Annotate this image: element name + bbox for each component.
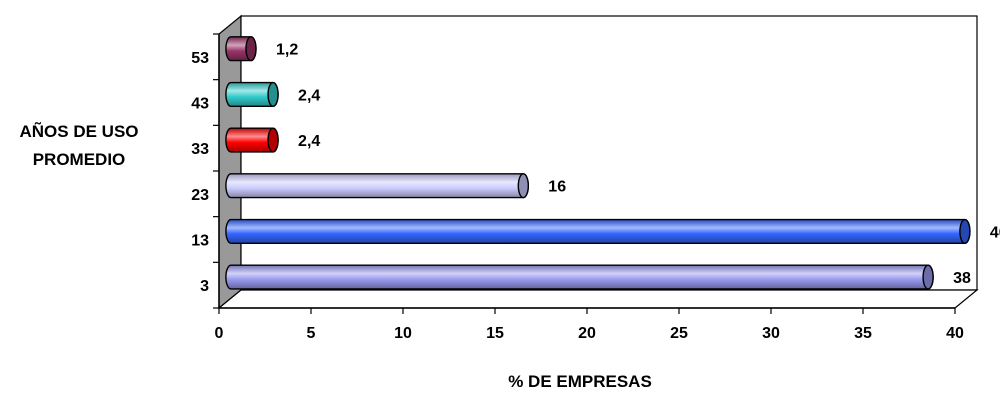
x-tick-labels: 0 5 10 15 20 25 30 35 40 <box>215 308 964 342</box>
x-tick-label: 5 <box>307 325 316 342</box>
x-tick-label: 15 <box>486 325 504 342</box>
data-label: 16 <box>548 179 566 196</box>
data-label: 40 <box>990 224 1000 241</box>
data-labels: 38 40 16 2,4 2,4 1,2 <box>276 42 1000 287</box>
y-axis-title-line-1: AÑOS DE USO <box>19 122 139 141</box>
bar-end-cap <box>245 36 257 62</box>
floor <box>217 289 979 309</box>
bars <box>225 36 971 290</box>
bar-end-cap <box>517 173 529 199</box>
bar-body <box>225 173 529 199</box>
bar <box>225 264 934 290</box>
data-label: 2,4 <box>298 133 320 150</box>
bar <box>225 173 529 199</box>
x-tick-label: 25 <box>670 325 688 342</box>
bar <box>225 81 279 107</box>
y-tick-label: 3 <box>200 278 209 295</box>
y-tick-label: 53 <box>191 50 209 67</box>
x-tick-label: 0 <box>215 325 224 342</box>
bar <box>225 127 279 153</box>
bar-end-cap <box>267 127 279 153</box>
x-tick-label: 30 <box>762 325 780 342</box>
data-label: 38 <box>953 270 971 287</box>
bar-end-cap <box>922 264 934 290</box>
bar-end-cap <box>959 218 971 244</box>
plot-frame <box>217 14 979 310</box>
x-tick-label: 20 <box>578 325 596 342</box>
y-tick-label: 33 <box>191 141 209 158</box>
bar-body <box>225 264 934 290</box>
x-tick-label: 10 <box>394 325 412 342</box>
y-axis-title-line-2: PROMEDIO <box>32 150 126 169</box>
data-label: 2,4 <box>298 87 320 104</box>
bar <box>225 36 257 62</box>
y-tick-labels: 3 13 23 33 43 53 <box>191 33 219 309</box>
y-tick-label: 43 <box>191 96 209 113</box>
bar <box>225 218 971 244</box>
x-axis-title: % DE EMPRESAS <box>508 372 652 391</box>
data-label: 1,2 <box>276 42 298 59</box>
x-tick-label: 35 <box>854 325 872 342</box>
bar-end-cap <box>267 81 279 107</box>
y-tick-label: 13 <box>191 233 209 250</box>
y-tick-label: 23 <box>191 187 209 204</box>
back-wall <box>240 15 978 291</box>
bar-body <box>225 218 971 244</box>
y-axis-title: AÑOS DE USO PROMEDIO <box>0 118 158 174</box>
x-tick-label: 40 <box>946 325 964 342</box>
